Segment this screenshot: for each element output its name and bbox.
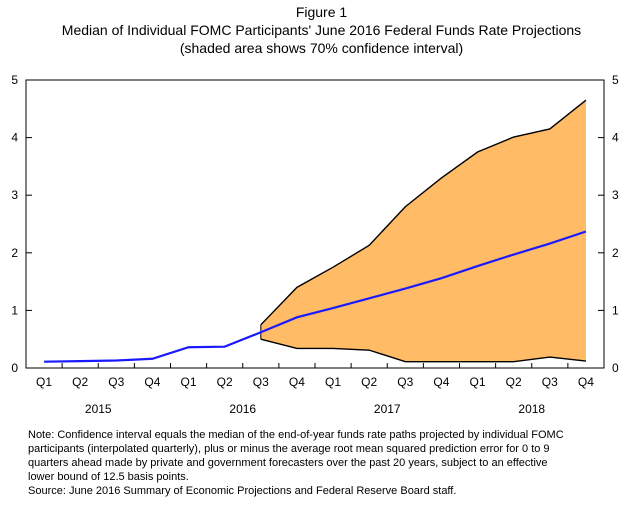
y-tick-label-right: 3 xyxy=(612,188,619,202)
chart-subtitle: (shaded area shows 70% confidence interv… xyxy=(179,40,464,56)
note-line: quarters ahead made by private and gover… xyxy=(28,457,548,469)
x-tick-label: Q1 xyxy=(470,375,486,389)
y-tick-label-left: 5 xyxy=(11,73,18,87)
year-label: 2017 xyxy=(374,402,401,416)
x-tick-label: Q1 xyxy=(325,375,341,389)
y-tick-label-right: 4 xyxy=(612,131,619,145)
x-tick-label: Q4 xyxy=(289,375,305,389)
source-line: Source: June 2016 Summary of Economic Pr… xyxy=(28,485,457,497)
x-tick-label: Q2 xyxy=(217,375,233,389)
x-tick-label: Q3 xyxy=(253,375,269,389)
y-tick-label-left: 1 xyxy=(11,303,18,317)
x-tick-label: Q3 xyxy=(542,375,558,389)
median-line xyxy=(44,230,587,363)
confidence-band xyxy=(260,100,586,362)
note-line: lower bound of 12.5 basis points. xyxy=(28,471,189,483)
chart-title: Median of Individual FOMC Participants' … xyxy=(61,22,582,38)
band-upper-line xyxy=(260,99,587,326)
y-tick-label-right: 5 xyxy=(612,73,619,87)
year-label: 2018 xyxy=(518,402,545,416)
note-line: participants (interpolated quarterly), p… xyxy=(28,443,550,455)
fed-funds-chart: 0 0 1 1 2 2 3 3 4 4 5 5 Q1 Q2 Q3 Q4 Q1 Q2 Q3 Q4 Q1 Q2 Q3 Q4 Q1 Q2… xyxy=(11,73,619,416)
y-tick-label-right: 2 xyxy=(612,246,619,260)
y-tick-label-left: 3 xyxy=(11,188,18,202)
x-tick-label: Q2 xyxy=(72,375,88,389)
note-line: Note: Confidence interval equals the med… xyxy=(28,429,564,441)
figure-label: Figure 1 xyxy=(295,4,348,20)
band-lower-line xyxy=(260,338,587,363)
y-tick-label-left: 2 xyxy=(11,246,18,260)
x-tick-label: Q2 xyxy=(361,375,377,389)
year-label: 2015 xyxy=(85,402,112,416)
x-tick-label: Q1 xyxy=(181,375,197,389)
x-tick-label: Q4 xyxy=(144,375,160,389)
x-tick-label: Q1 xyxy=(36,375,52,389)
x-tick-label: Q4 xyxy=(578,375,594,389)
x-tick-label: Q4 xyxy=(433,375,449,389)
chart-note: Note: Confidence interval equals the med… xyxy=(28,428,628,498)
y-tick-label-right: 1 xyxy=(612,303,619,317)
x-tick-label: Q3 xyxy=(397,375,413,389)
x-tick-label: Q2 xyxy=(506,375,522,389)
year-label: 2016 xyxy=(229,402,256,416)
x-tick-label: Q3 xyxy=(108,375,124,389)
y-tick-label-left: 0 xyxy=(11,361,18,375)
y-tick-label-right: 0 xyxy=(612,361,619,375)
y-tick-label-left: 4 xyxy=(11,131,18,145)
